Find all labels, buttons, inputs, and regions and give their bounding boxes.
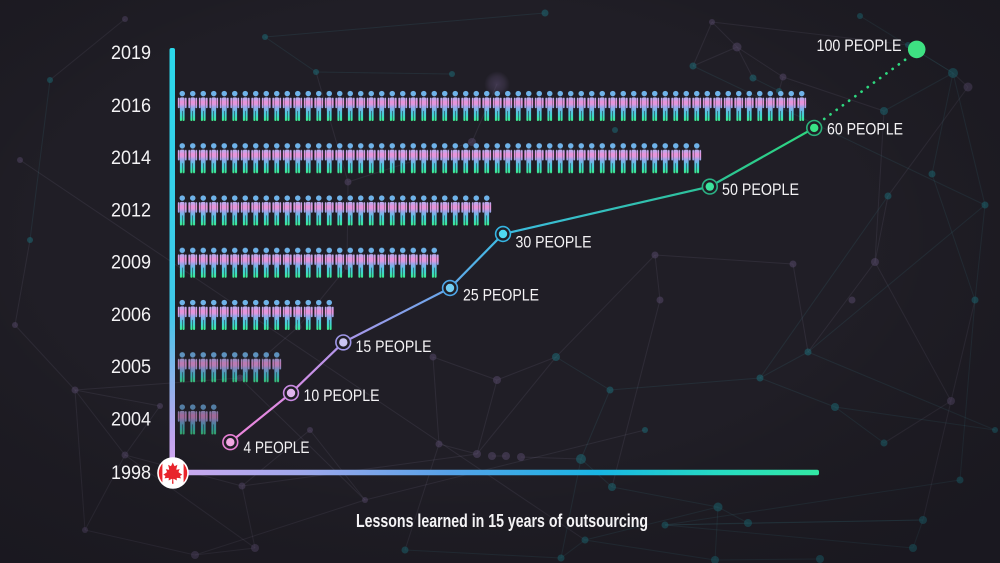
svg-text:2006: 2006 [111,304,151,326]
svg-text:2012: 2012 [111,199,151,221]
svg-text:2005: 2005 [111,356,151,378]
svg-text:2016: 2016 [111,95,151,117]
svg-text:100 PEOPLE: 100 PEOPLE [817,37,902,55]
svg-text:4 PEOPLE: 4 PEOPLE [244,439,310,457]
svg-text:50 PEOPLE: 50 PEOPLE [722,181,799,199]
svg-text:30 PEOPLE: 30 PEOPLE [516,234,592,252]
svg-text:2019: 2019 [111,42,151,64]
svg-text:10 PEOPLE: 10 PEOPLE [304,387,380,405]
svg-text:2004: 2004 [111,408,151,430]
svg-text:60 PEOPLE: 60 PEOPLE [827,121,903,139]
svg-text:2009: 2009 [111,252,151,274]
svg-text:25 PEOPLE: 25 PEOPLE [463,286,539,304]
svg-text:1998: 1998 [111,462,151,484]
svg-text:2014: 2014 [111,147,151,169]
svg-text:Lessons learned in 15 years of: Lessons learned in 15 years of outsourci… [356,511,648,531]
svg-text:15 PEOPLE: 15 PEOPLE [356,338,432,356]
